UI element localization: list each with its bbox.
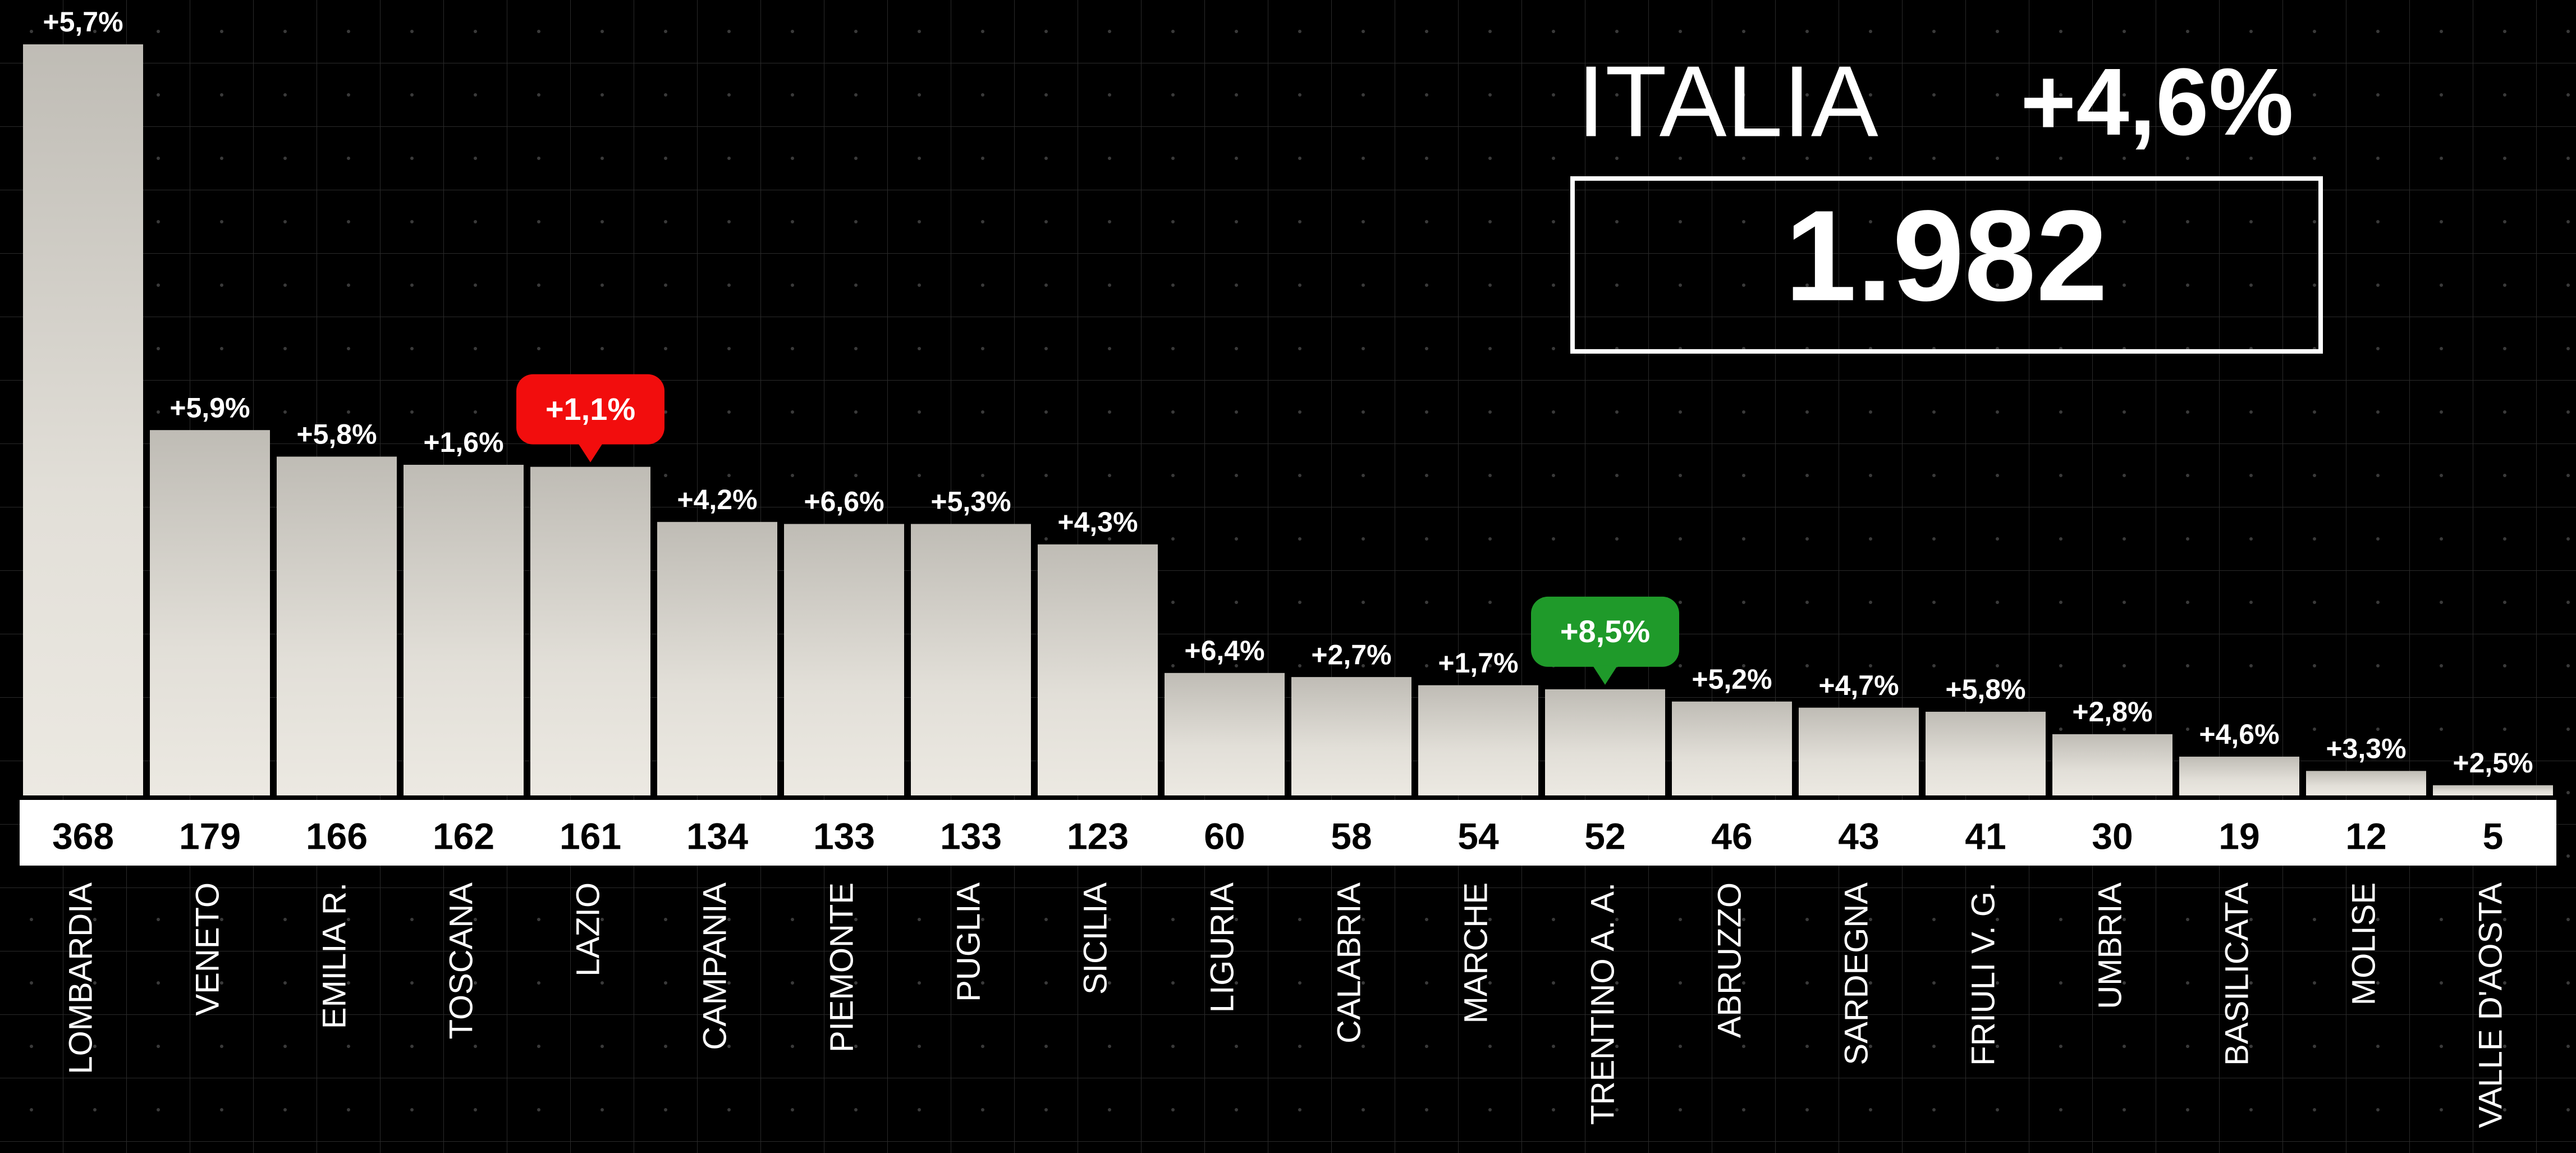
value-label: 133 (940, 815, 1002, 857)
value-label: 41 (1965, 815, 2006, 857)
value-label: 166 (306, 815, 368, 857)
bar (277, 456, 397, 795)
change-label: +5,3% (931, 486, 1011, 518)
category-label: VENETO (189, 882, 226, 1015)
total-label: ITALIA (1577, 45, 1878, 158)
bar (1291, 677, 1411, 795)
value-label: 5 (2483, 815, 2504, 857)
change-label: +2,5% (2453, 747, 2533, 779)
value-label: 58 (1331, 815, 1372, 857)
value-label: 52 (1584, 815, 1625, 857)
change-badge (1531, 596, 1679, 667)
value-label: 60 (1204, 815, 1245, 857)
value-strip (20, 800, 2556, 866)
change-label: +4,6% (2199, 719, 2279, 750)
change-label: +6,4% (1184, 635, 1264, 666)
change-badge (516, 374, 664, 445)
change-label: +4,3% (1057, 506, 1138, 538)
bar (2052, 734, 2172, 795)
change-label: +5,8% (296, 419, 377, 450)
bar (2179, 756, 2299, 795)
category-label: MOLISE (2345, 882, 2382, 1005)
change-label: +6,6% (804, 486, 884, 518)
category-label: LIGURIA (1204, 882, 1240, 1013)
category-label: FRIULI V. G. (1965, 882, 2001, 1066)
bar (657, 521, 777, 795)
change-label: +2,7% (1311, 639, 1391, 670)
value-label: 30 (2092, 815, 2133, 857)
value-label: 123 (1067, 815, 1129, 857)
bar (1799, 707, 1919, 795)
bar (1545, 689, 1665, 795)
change-label: +4,2% (677, 484, 757, 515)
category-label: EMILIA R. (316, 882, 352, 1029)
category-label: SARDEGNA (1838, 882, 1874, 1065)
bar (2433, 785, 2553, 795)
value-label: 368 (52, 815, 114, 857)
category-label: PIEMONTE (823, 882, 860, 1053)
bar (530, 466, 650, 795)
bar (23, 44, 143, 795)
category-label: TOSCANA (443, 882, 479, 1040)
change-label: +1,7% (1438, 647, 1518, 679)
value-label: 161 (560, 815, 621, 857)
category-label: CAMPANIA (696, 882, 733, 1050)
bar (2306, 771, 2426, 795)
category-label: UMBRIA (2092, 882, 2128, 1009)
category-label: LOMBARDIA (62, 882, 99, 1074)
total-box (1570, 176, 2323, 354)
value-label: 43 (1838, 815, 1879, 857)
bar (1672, 701, 1792, 795)
change-label: +5,2% (1692, 664, 1772, 695)
value-label: 179 (179, 815, 241, 857)
bar (404, 464, 524, 795)
value-label: 133 (813, 815, 875, 857)
category-label: MARCHE (1457, 882, 1494, 1023)
category-label: BASILICATA (2219, 882, 2255, 1066)
value-label: 54 (1457, 815, 1499, 857)
bar (1038, 544, 1158, 795)
value-label: 12 (2345, 815, 2386, 857)
category-label: CALABRIA (1331, 882, 1367, 1044)
bar (150, 430, 270, 795)
bar (911, 524, 1031, 795)
change-label: +5,8% (1945, 674, 2025, 705)
total-change: +4,6% (2020, 49, 2294, 155)
category-label: SICILIA (1077, 882, 1113, 995)
change-label: +5,9% (169, 392, 250, 423)
change-label: +8,5% (1560, 614, 1650, 649)
badge-pointer (1593, 665, 1617, 685)
badge-pointer (578, 443, 603, 463)
change-label: +1,1% (546, 391, 635, 427)
change-label: +5,7% (43, 6, 123, 38)
bar (1165, 672, 1285, 795)
change-label: +3,3% (2326, 733, 2406, 765)
category-label: TRENTINO A. A. (1584, 882, 1621, 1125)
bar (1926, 711, 2046, 795)
total-value: 1.982 (1785, 184, 2108, 328)
value-label: 134 (686, 815, 748, 857)
change-label: +4,7% (1818, 670, 1899, 701)
value-label: 46 (1711, 815, 1752, 857)
change-label: +2,8% (2072, 696, 2152, 728)
category-label: LAZIO (570, 882, 606, 977)
category-label: VALLE D'AOSTA (2472, 882, 2509, 1128)
value-label: 162 (433, 815, 494, 857)
category-label: PUGLIA (950, 882, 987, 1002)
change-label: +1,6% (423, 427, 503, 458)
bar (784, 524, 904, 795)
value-label: 19 (2219, 815, 2259, 857)
bar (1418, 685, 1538, 795)
category-label: ABRUZZO (1711, 882, 1748, 1038)
